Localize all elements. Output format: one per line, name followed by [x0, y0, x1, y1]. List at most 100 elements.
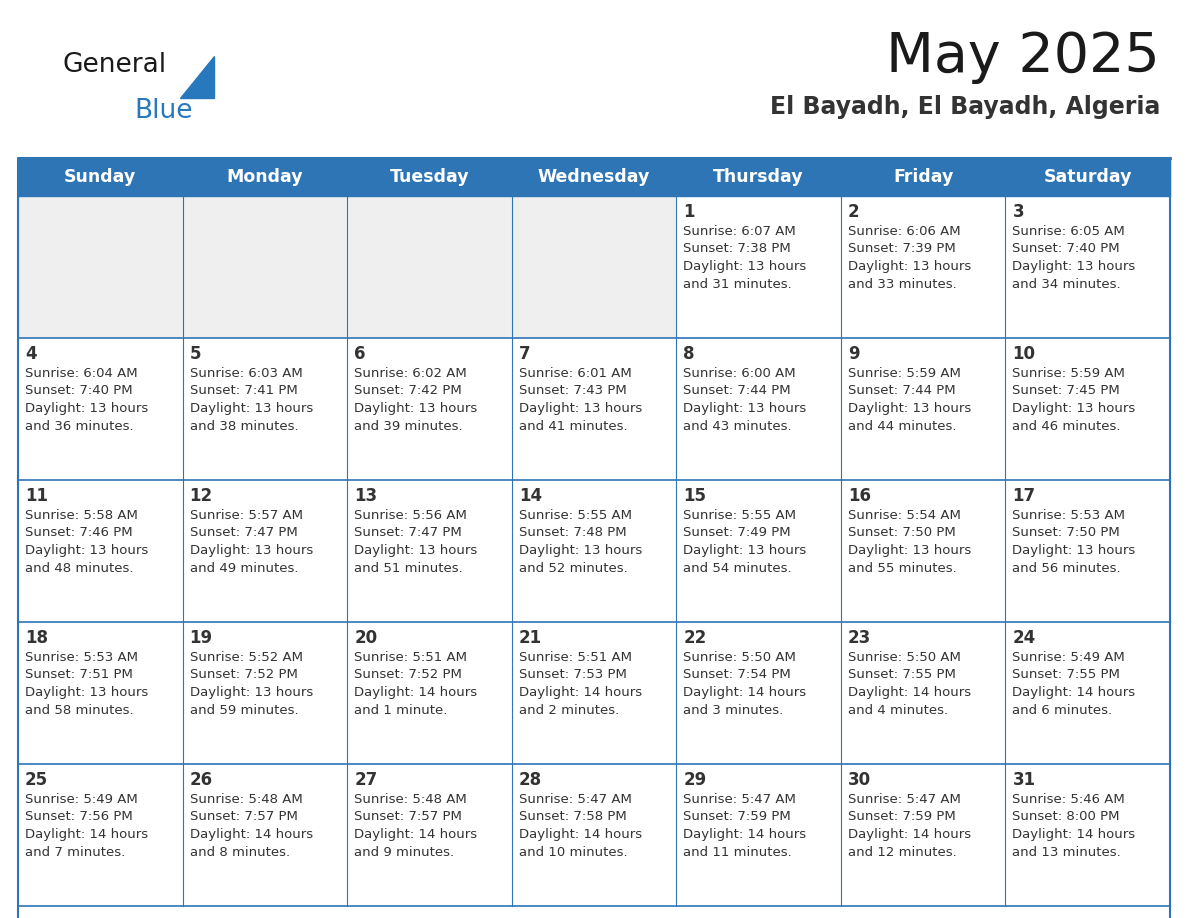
- Text: Sunrise: 5:55 AM: Sunrise: 5:55 AM: [683, 509, 796, 522]
- Text: Sunrise: 5:48 AM: Sunrise: 5:48 AM: [354, 793, 467, 806]
- Text: Sunrise: 5:49 AM: Sunrise: 5:49 AM: [25, 793, 138, 806]
- Text: Daylight: 14 hours: Daylight: 14 hours: [1012, 686, 1136, 699]
- Text: 21: 21: [519, 629, 542, 647]
- Text: Daylight: 13 hours: Daylight: 13 hours: [1012, 402, 1136, 415]
- Text: Sunrise: 5:48 AM: Sunrise: 5:48 AM: [190, 793, 302, 806]
- Text: Daylight: 13 hours: Daylight: 13 hours: [683, 544, 807, 557]
- Text: and 8 minutes.: and 8 minutes.: [190, 845, 290, 858]
- Bar: [1005, 764, 1170, 906]
- Bar: [676, 480, 841, 622]
- Text: Daylight: 13 hours: Daylight: 13 hours: [354, 402, 478, 415]
- Text: 15: 15: [683, 487, 707, 505]
- Text: Sunset: 7:59 PM: Sunset: 7:59 PM: [683, 811, 791, 823]
- Text: and 54 minutes.: and 54 minutes.: [683, 562, 792, 575]
- Text: 22: 22: [683, 629, 707, 647]
- Bar: [841, 622, 1005, 764]
- Text: Sunrise: 5:51 AM: Sunrise: 5:51 AM: [354, 651, 467, 664]
- Text: Sunday: Sunday: [64, 168, 137, 186]
- Text: and 1 minute.: and 1 minute.: [354, 703, 448, 717]
- Text: Daylight: 13 hours: Daylight: 13 hours: [25, 402, 148, 415]
- Text: Daylight: 13 hours: Daylight: 13 hours: [848, 260, 971, 273]
- Text: 25: 25: [25, 771, 49, 789]
- Text: Sunrise: 6:03 AM: Sunrise: 6:03 AM: [190, 367, 302, 380]
- Bar: [347, 764, 512, 906]
- Bar: [676, 622, 841, 764]
- Text: and 48 minutes.: and 48 minutes.: [25, 562, 133, 575]
- Text: Daylight: 14 hours: Daylight: 14 hours: [354, 686, 478, 699]
- Text: 27: 27: [354, 771, 378, 789]
- Text: Sunset: 7:57 PM: Sunset: 7:57 PM: [190, 811, 297, 823]
- Text: 3: 3: [1012, 203, 1024, 221]
- Text: Sunrise: 5:50 AM: Sunrise: 5:50 AM: [683, 651, 796, 664]
- Text: 11: 11: [25, 487, 48, 505]
- Bar: [347, 196, 512, 338]
- Text: Sunset: 7:39 PM: Sunset: 7:39 PM: [848, 242, 955, 255]
- Text: Sunset: 7:59 PM: Sunset: 7:59 PM: [848, 811, 955, 823]
- Text: Sunrise: 5:57 AM: Sunrise: 5:57 AM: [190, 509, 303, 522]
- Bar: [347, 338, 512, 480]
- Text: Sunrise: 5:47 AM: Sunrise: 5:47 AM: [848, 793, 961, 806]
- Text: Sunset: 7:47 PM: Sunset: 7:47 PM: [354, 527, 462, 540]
- Text: Sunset: 7:44 PM: Sunset: 7:44 PM: [848, 385, 955, 397]
- Text: 1: 1: [683, 203, 695, 221]
- Text: Daylight: 13 hours: Daylight: 13 hours: [25, 686, 148, 699]
- Text: 2: 2: [848, 203, 859, 221]
- Text: 17: 17: [1012, 487, 1036, 505]
- Text: Daylight: 13 hours: Daylight: 13 hours: [190, 686, 312, 699]
- Bar: [18, 764, 183, 906]
- Bar: [841, 196, 1005, 338]
- Text: Sunset: 7:54 PM: Sunset: 7:54 PM: [683, 668, 791, 681]
- Bar: [183, 622, 347, 764]
- Bar: [676, 196, 841, 338]
- Text: and 3 minutes.: and 3 minutes.: [683, 703, 784, 717]
- Text: 6: 6: [354, 345, 366, 363]
- Text: Daylight: 14 hours: Daylight: 14 hours: [519, 828, 642, 841]
- Text: 19: 19: [190, 629, 213, 647]
- Bar: [18, 622, 183, 764]
- Bar: [1005, 622, 1170, 764]
- Text: Daylight: 14 hours: Daylight: 14 hours: [519, 686, 642, 699]
- Text: Sunrise: 6:06 AM: Sunrise: 6:06 AM: [848, 225, 960, 238]
- Text: Daylight: 14 hours: Daylight: 14 hours: [683, 686, 807, 699]
- Bar: [841, 338, 1005, 480]
- Text: Daylight: 13 hours: Daylight: 13 hours: [848, 544, 971, 557]
- Text: Daylight: 13 hours: Daylight: 13 hours: [683, 402, 807, 415]
- Text: May 2025: May 2025: [886, 30, 1159, 84]
- Text: Daylight: 14 hours: Daylight: 14 hours: [848, 686, 971, 699]
- Text: and 31 minutes.: and 31 minutes.: [683, 277, 792, 290]
- Text: Sunset: 7:55 PM: Sunset: 7:55 PM: [848, 668, 955, 681]
- Text: Daylight: 13 hours: Daylight: 13 hours: [519, 402, 642, 415]
- Text: Sunset: 7:40 PM: Sunset: 7:40 PM: [1012, 242, 1120, 255]
- Text: and 13 minutes.: and 13 minutes.: [1012, 845, 1121, 858]
- Bar: [183, 196, 347, 338]
- Text: and 12 minutes.: and 12 minutes.: [848, 845, 956, 858]
- Text: Daylight: 13 hours: Daylight: 13 hours: [190, 402, 312, 415]
- Bar: [18, 338, 183, 480]
- Text: Sunrise: 6:07 AM: Sunrise: 6:07 AM: [683, 225, 796, 238]
- Text: and 59 minutes.: and 59 minutes.: [190, 703, 298, 717]
- Text: and 41 minutes.: and 41 minutes.: [519, 420, 627, 432]
- Text: Blue: Blue: [134, 98, 192, 124]
- Text: Sunset: 7:43 PM: Sunset: 7:43 PM: [519, 385, 626, 397]
- Text: Daylight: 14 hours: Daylight: 14 hours: [190, 828, 312, 841]
- Text: Sunrise: 6:02 AM: Sunrise: 6:02 AM: [354, 367, 467, 380]
- Text: Sunset: 7:44 PM: Sunset: 7:44 PM: [683, 385, 791, 397]
- Text: and 34 minutes.: and 34 minutes.: [1012, 277, 1121, 290]
- Bar: [841, 480, 1005, 622]
- Text: Daylight: 14 hours: Daylight: 14 hours: [1012, 828, 1136, 841]
- Text: Sunrise: 5:51 AM: Sunrise: 5:51 AM: [519, 651, 632, 664]
- Text: 13: 13: [354, 487, 378, 505]
- Text: Sunset: 7:45 PM: Sunset: 7:45 PM: [1012, 385, 1120, 397]
- Text: Daylight: 13 hours: Daylight: 13 hours: [25, 544, 148, 557]
- Text: and 52 minutes.: and 52 minutes.: [519, 562, 627, 575]
- Text: Wednesday: Wednesday: [538, 168, 650, 186]
- Text: 7: 7: [519, 345, 530, 363]
- Text: 10: 10: [1012, 345, 1036, 363]
- Text: Sunset: 7:42 PM: Sunset: 7:42 PM: [354, 385, 462, 397]
- Text: Sunrise: 5:54 AM: Sunrise: 5:54 AM: [848, 509, 961, 522]
- Text: Sunset: 7:52 PM: Sunset: 7:52 PM: [354, 668, 462, 681]
- Text: 20: 20: [354, 629, 378, 647]
- Text: Sunrise: 6:05 AM: Sunrise: 6:05 AM: [1012, 225, 1125, 238]
- Text: Sunset: 7:56 PM: Sunset: 7:56 PM: [25, 811, 133, 823]
- Polygon shape: [181, 56, 214, 98]
